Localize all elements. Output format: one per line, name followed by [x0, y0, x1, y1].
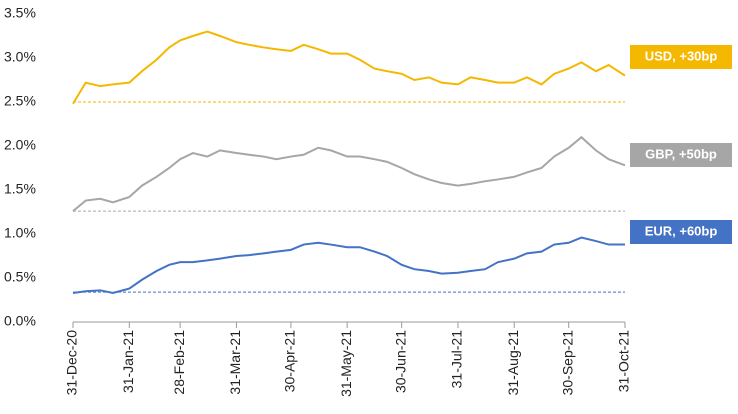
series-line: [72, 236, 625, 294]
series-line: [72, 30, 626, 105]
x-tick-label: 30-Apr-21: [282, 330, 298, 392]
x-tick-label: 31-Mar-21: [227, 330, 243, 395]
series-line: [72, 135, 626, 212]
series-label-box: [630, 143, 732, 167]
series-label-box: [630, 45, 732, 69]
y-tick-label: 2.5%: [4, 93, 36, 109]
x-tick-label: 28-Feb-21: [171, 330, 187, 395]
series-label: USD, +30bp: [645, 48, 718, 63]
y-tick-label: 1.0%: [4, 225, 36, 241]
x-tick-label: 31-Jan-21: [120, 330, 136, 393]
y-tick-label: 3.0%: [4, 49, 36, 65]
x-tick-label: 30-Sep-21: [559, 330, 575, 396]
x-tick-label: 31-May-21: [338, 330, 354, 397]
y-tick-label: 2.0%: [4, 137, 36, 153]
x-tick-label: 31-Oct-21: [616, 330, 632, 392]
x-tick-label: 31-Aug-21: [505, 330, 521, 396]
x-tick-label: 31-Jul-21: [449, 330, 465, 389]
series-label: GBP, +50bp: [645, 146, 717, 161]
y-tick-label: 0.5%: [4, 269, 36, 285]
y-tick-label: 3.5%: [4, 5, 36, 21]
y-tick-label: 1.5%: [4, 181, 36, 197]
y-tick-label: 0.0%: [4, 313, 36, 329]
series-label: EUR, +60bp: [645, 223, 718, 238]
x-tick-label: 31-Dec-20: [64, 330, 80, 396]
x-tick-label: 30-Jun-21: [392, 330, 408, 393]
series-label-box: [630, 220, 732, 244]
